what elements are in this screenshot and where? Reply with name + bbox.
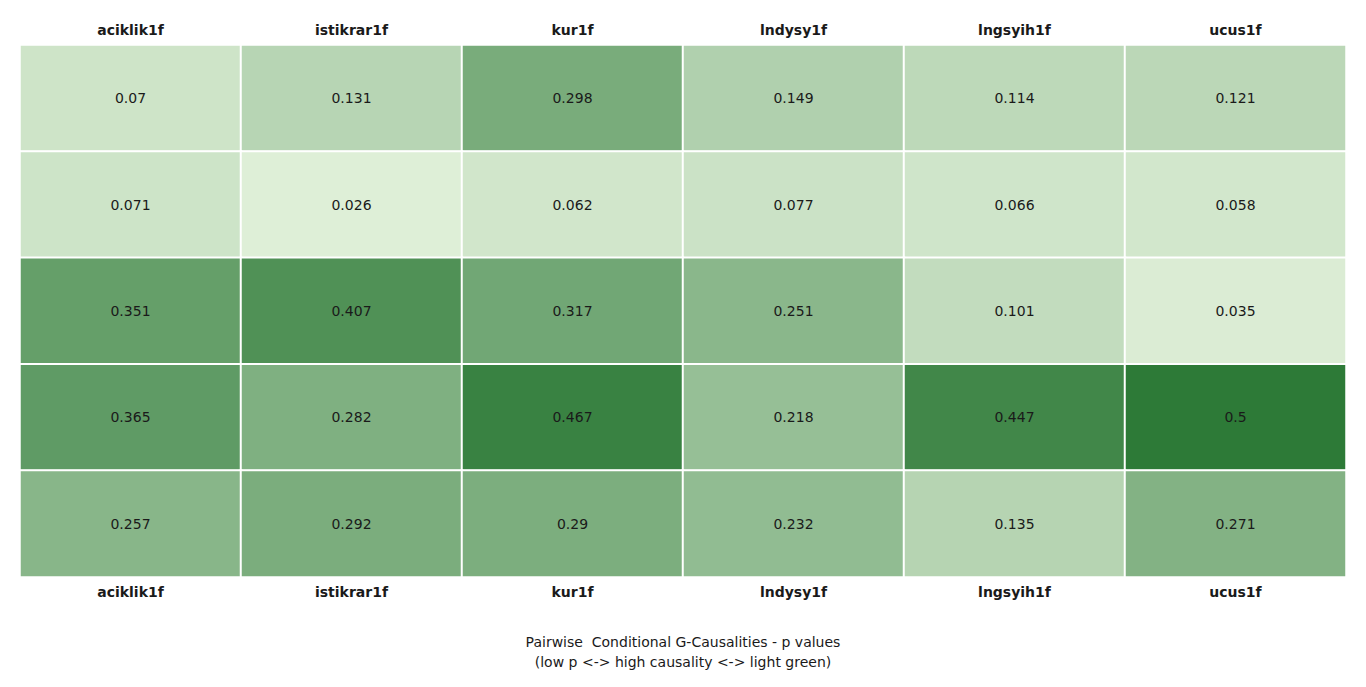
svg-text:0.131: 0.131: [331, 90, 371, 106]
svg-text:0.035: 0.035: [1215, 303, 1255, 319]
svg-text:kur1f: kur1f: [551, 584, 594, 600]
svg-text:aciklik1f: aciklik1f: [97, 22, 165, 38]
svg-text:0.407: 0.407: [331, 303, 371, 319]
svg-text:ucus1f: ucus1f: [1209, 22, 1262, 38]
svg-text:lngsyih1f: lngsyih1f: [978, 584, 1052, 600]
svg-text:0.257: 0.257: [110, 516, 150, 532]
svg-text:0.218: 0.218: [773, 409, 813, 425]
svg-text:0.251: 0.251: [773, 303, 813, 319]
svg-text:0.365: 0.365: [110, 409, 150, 425]
svg-text:0.077: 0.077: [773, 197, 813, 213]
svg-text:0.271: 0.271: [1215, 516, 1255, 532]
svg-text:0.298: 0.298: [552, 90, 592, 106]
svg-text:0.5: 0.5: [1224, 409, 1246, 425]
svg-text:0.135: 0.135: [994, 516, 1034, 532]
svg-text:0.114: 0.114: [994, 90, 1034, 106]
svg-text:aciklik1f: aciklik1f: [97, 584, 165, 600]
svg-text:0.058: 0.058: [1215, 197, 1255, 213]
svg-text:0.351: 0.351: [110, 303, 150, 319]
svg-text:lndysy1f: lndysy1f: [760, 584, 828, 600]
svg-text:ucus1f: ucus1f: [1209, 584, 1262, 600]
svg-text:0.066: 0.066: [994, 197, 1034, 213]
svg-text:0.121: 0.121: [1215, 90, 1255, 106]
svg-text:0.29: 0.29: [557, 516, 588, 532]
svg-text:0.026: 0.026: [331, 197, 371, 213]
svg-text:0.447: 0.447: [994, 409, 1034, 425]
svg-text:0.292: 0.292: [331, 516, 371, 532]
svg-text:0.467: 0.467: [552, 409, 592, 425]
svg-text:Pairwise Conditional G-Causal: Pairwise Conditional G-Causalities - p v…: [526, 634, 841, 650]
svg-text:lngsyih1f: lngsyih1f: [978, 22, 1052, 38]
svg-text:0.232: 0.232: [773, 516, 813, 532]
svg-text:(low p <-> high causality <->: (low p <-> high causality <-> light gree…: [535, 654, 831, 670]
svg-text:lndysy1f: lndysy1f: [760, 22, 828, 38]
svg-text:0.149: 0.149: [773, 90, 813, 106]
svg-text:0.07: 0.07: [115, 90, 146, 106]
svg-text:0.071: 0.071: [110, 197, 150, 213]
svg-text:0.317: 0.317: [552, 303, 592, 319]
svg-text:istikrar1f: istikrar1f: [315, 22, 389, 38]
svg-text:istikrar1f: istikrar1f: [315, 584, 389, 600]
svg-text:kur1f: kur1f: [551, 22, 594, 38]
svg-text:0.062: 0.062: [552, 197, 592, 213]
svg-text:0.101: 0.101: [994, 303, 1034, 319]
svg-text:0.282: 0.282: [331, 409, 371, 425]
